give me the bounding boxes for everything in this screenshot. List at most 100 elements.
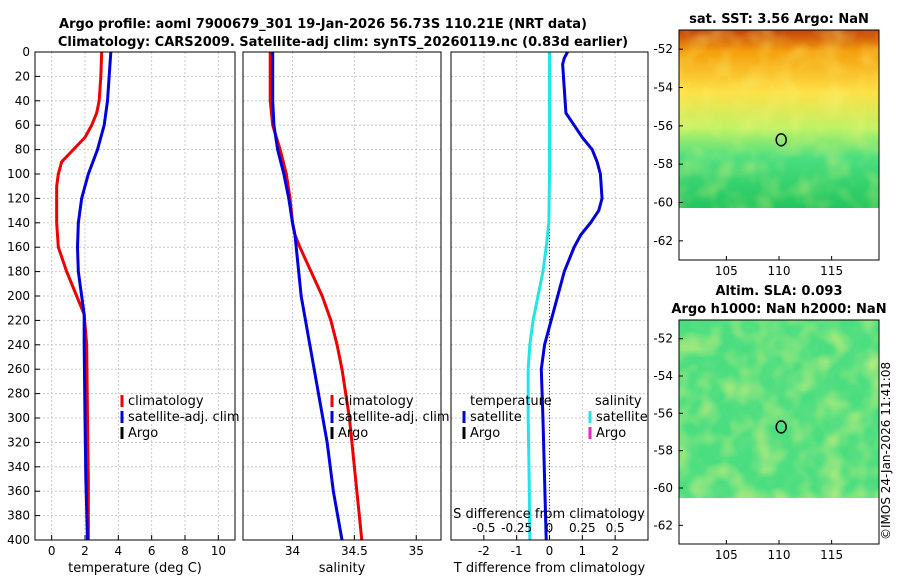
temperature-panel: 0 2 4 6 8 10 temperature (deg C) 0 20 40 60 80 100 12…	[7, 45, 236, 576]
y-tick-label: 180	[7, 265, 30, 279]
map-y-tick-label: -58	[653, 444, 673, 458]
y-tick-label: 320	[7, 435, 30, 449]
x-tick-label: 34	[285, 544, 300, 558]
series-line-climatology	[268, 52, 364, 541]
map-y-tick-label: -54	[653, 369, 673, 383]
series-line-satellite	[76, 51, 113, 541]
map-x-tick-label: 110	[768, 264, 791, 278]
legend-label: satellite	[470, 410, 522, 425]
legend-label: satellite	[596, 410, 648, 425]
y-tick-label: 400	[7, 533, 30, 547]
x-tick-label: 10	[211, 544, 226, 558]
legend-label: Argo	[470, 426, 500, 441]
map-x-tick-label: 105	[715, 548, 738, 562]
imos-stamp: ©IMOS 24-Jan-2026 11:41:08	[879, 362, 893, 540]
y-tick-label: 20	[15, 69, 30, 83]
sla-map-title-1: Altim. SLA: 0.093	[716, 284, 843, 299]
x-axis-label: temperature (deg C)	[68, 561, 202, 576]
s-diff-tick-label: 0.25	[569, 521, 596, 535]
map-x-tick-label: 105	[715, 264, 738, 278]
x-tick-label: 8	[181, 544, 189, 558]
x-tick-label: -1	[511, 544, 523, 558]
legend-label: Argo	[338, 426, 368, 441]
title-line2: Climatology: CARS2009. Satellite-adj cli…	[58, 35, 628, 50]
y-tick-label: 280	[7, 387, 30, 401]
grid	[35, 51, 235, 541]
x-axis-label: T difference from climatology	[453, 561, 646, 576]
y-tick-label: 340	[7, 460, 30, 474]
x-axis-label: salinity	[319, 561, 366, 576]
map-y-tick-label: -62	[653, 234, 673, 248]
map-y-tick-label: -56	[653, 119, 673, 133]
legend-label: climatology	[128, 394, 204, 409]
map-x-tick-label: 115	[820, 264, 843, 278]
x-tick-label: 4	[115, 544, 123, 558]
sla-map	[678, 319, 880, 545]
legend-label: satellite-adj. clim	[128, 410, 240, 425]
s-diff-tick-label: 0.5	[606, 521, 625, 535]
float-position-marker	[775, 133, 787, 147]
x-tick-label: 35	[409, 544, 424, 558]
x-tick-label: 0	[48, 544, 56, 558]
difference-legend: temperature satellite Argo salinity sate…	[462, 394, 648, 441]
y-tick-label: 380	[7, 509, 30, 523]
y-tick-label: 240	[7, 338, 30, 352]
map-y-tick-label: -60	[653, 196, 673, 210]
map-y-tick-label: -56	[653, 406, 673, 420]
s-diff-tick-label: -0.25	[501, 521, 532, 535]
legend-label: Argo	[596, 426, 626, 441]
s-difference-label: S difference from climatology	[453, 507, 645, 522]
legend-title-salinity: salinity	[595, 394, 642, 409]
map-y-tick-label: -52	[653, 42, 673, 56]
sla-map-title-2: Argo h1000: NaN h2000: NaN	[671, 302, 886, 317]
series-line-climatology	[55, 51, 104, 540]
map-y-tick-label: -60	[653, 481, 673, 495]
s-diff-tick-label: 0	[546, 521, 554, 535]
difference-panel: -2 -1 0 1 2 T difference from climatology -0.5…	[450, 51, 649, 576]
y-tick-label: 260	[7, 362, 30, 376]
legend-label: satellite-adj. clim	[338, 410, 450, 425]
x-tick-label: -2	[478, 544, 490, 558]
x-tick-label: 1	[579, 544, 587, 558]
series-line-satellite	[271, 52, 344, 541]
float-position-marker	[775, 420, 787, 434]
y-tick-label: 60	[15, 118, 30, 132]
plot-frame	[242, 51, 442, 541]
y-tick-label: 120	[7, 191, 30, 205]
y-tick-label: 140	[7, 216, 30, 230]
map-y-tick-label: -52	[653, 332, 673, 346]
sla-map-axes: 105 110 115 -52 -54 -56 -58 -60 -62	[653, 332, 843, 562]
map-x-tick-label: 115	[820, 548, 843, 562]
sst-map-title: sat. SST: 3.56 Argo: NaN	[689, 12, 869, 27]
s-diff-tick-label: -0.5	[472, 521, 495, 535]
x-tick-label: 6	[148, 544, 156, 558]
sst-map-axes: 105 110 115 -52 -54 -56 -58 -60 -62	[653, 42, 843, 278]
y-tick-label: 300	[7, 411, 30, 425]
map-x-tick-label: 110	[768, 548, 791, 562]
x-tick-label: 34.5	[341, 544, 368, 558]
salinity-panel: 34 34.5 35 salinity	[242, 51, 442, 576]
x-tick-label: 0	[546, 544, 554, 558]
legend-title-temperature: temperature	[470, 394, 552, 409]
title-line1: Argo profile: aoml 7900679_301 19-Jan-20…	[59, 17, 587, 32]
y-tick-label: 80	[15, 143, 30, 157]
map-y-tick-label: -58	[653, 157, 673, 171]
y-tick-label: 200	[7, 289, 30, 303]
x-tick-label: 2	[81, 544, 89, 558]
map-y-tick-label: -54	[653, 81, 673, 95]
y-tick-label: 160	[7, 240, 30, 254]
y-tick-label: 220	[7, 313, 30, 327]
y-tick-label: 40	[15, 94, 30, 108]
sla-texture-green	[679, 320, 879, 498]
y-tick-label: 100	[7, 167, 30, 181]
x-tick-label: 2	[611, 544, 619, 558]
y-tick-label: 0	[22, 45, 30, 59]
temperature-legend: climatology satellite-adj. clim Argo	[120, 394, 240, 441]
series-line-satellite	[539, 51, 604, 541]
legend-label: Argo	[128, 426, 158, 441]
series-line-sal_sat	[526, 52, 551, 541]
map-y-tick-label: -62	[653, 518, 673, 532]
sst-texture	[679, 30, 879, 208]
y-tick-label: 360	[7, 484, 30, 498]
